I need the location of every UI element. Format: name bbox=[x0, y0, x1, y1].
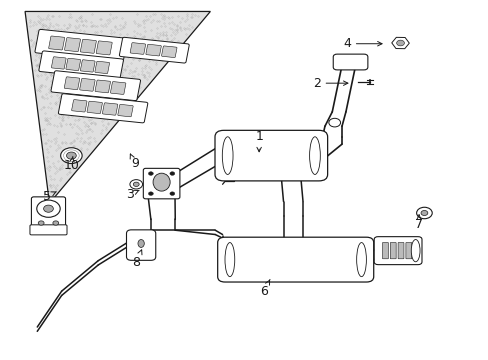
FancyBboxPatch shape bbox=[71, 100, 87, 112]
Text: 10: 10 bbox=[63, 156, 79, 172]
FancyBboxPatch shape bbox=[39, 51, 123, 80]
FancyBboxPatch shape bbox=[30, 225, 67, 235]
FancyBboxPatch shape bbox=[80, 39, 96, 53]
Circle shape bbox=[420, 211, 427, 216]
FancyBboxPatch shape bbox=[382, 243, 387, 259]
FancyBboxPatch shape bbox=[130, 43, 145, 54]
FancyBboxPatch shape bbox=[58, 94, 147, 123]
FancyBboxPatch shape bbox=[143, 168, 180, 199]
Ellipse shape bbox=[224, 243, 234, 276]
FancyBboxPatch shape bbox=[102, 103, 118, 115]
FancyBboxPatch shape bbox=[145, 44, 161, 56]
Circle shape bbox=[169, 192, 174, 195]
FancyBboxPatch shape bbox=[64, 77, 80, 90]
Circle shape bbox=[53, 221, 59, 225]
Circle shape bbox=[66, 152, 76, 159]
FancyBboxPatch shape bbox=[80, 78, 95, 91]
Polygon shape bbox=[25, 12, 210, 203]
Circle shape bbox=[43, 205, 53, 212]
Ellipse shape bbox=[309, 137, 320, 175]
FancyBboxPatch shape bbox=[95, 80, 110, 93]
FancyBboxPatch shape bbox=[332, 54, 367, 70]
Circle shape bbox=[416, 207, 431, 219]
Circle shape bbox=[169, 172, 174, 175]
Ellipse shape bbox=[356, 243, 366, 276]
FancyBboxPatch shape bbox=[389, 243, 395, 259]
FancyBboxPatch shape bbox=[161, 46, 177, 58]
FancyBboxPatch shape bbox=[217, 237, 373, 282]
Text: 3: 3 bbox=[126, 188, 139, 201]
FancyBboxPatch shape bbox=[66, 58, 81, 71]
Ellipse shape bbox=[410, 239, 419, 262]
FancyBboxPatch shape bbox=[215, 130, 327, 181]
Text: 1: 1 bbox=[255, 130, 263, 152]
FancyBboxPatch shape bbox=[35, 30, 127, 62]
Text: 6: 6 bbox=[260, 279, 269, 298]
FancyBboxPatch shape bbox=[51, 57, 66, 69]
FancyBboxPatch shape bbox=[397, 243, 403, 259]
FancyBboxPatch shape bbox=[96, 41, 112, 55]
Ellipse shape bbox=[138, 239, 144, 247]
Text: 9: 9 bbox=[130, 154, 139, 170]
Circle shape bbox=[396, 40, 404, 46]
Circle shape bbox=[148, 192, 153, 195]
Text: 4: 4 bbox=[342, 37, 381, 50]
Ellipse shape bbox=[222, 137, 233, 175]
FancyBboxPatch shape bbox=[110, 82, 125, 94]
Circle shape bbox=[130, 180, 142, 189]
FancyBboxPatch shape bbox=[118, 104, 133, 117]
FancyBboxPatch shape bbox=[49, 36, 64, 50]
FancyBboxPatch shape bbox=[51, 71, 140, 100]
FancyBboxPatch shape bbox=[80, 60, 95, 72]
FancyBboxPatch shape bbox=[64, 38, 81, 51]
FancyBboxPatch shape bbox=[405, 243, 411, 259]
Circle shape bbox=[37, 200, 60, 217]
FancyBboxPatch shape bbox=[95, 61, 109, 73]
Circle shape bbox=[61, 148, 82, 163]
Circle shape bbox=[38, 221, 44, 225]
FancyBboxPatch shape bbox=[87, 101, 102, 114]
FancyBboxPatch shape bbox=[373, 237, 421, 265]
FancyBboxPatch shape bbox=[31, 197, 65, 229]
Circle shape bbox=[328, 118, 340, 127]
Text: 5: 5 bbox=[43, 190, 56, 203]
Text: 2: 2 bbox=[312, 77, 347, 90]
Text: 8: 8 bbox=[132, 250, 142, 269]
FancyBboxPatch shape bbox=[119, 37, 189, 63]
Circle shape bbox=[133, 182, 139, 186]
FancyBboxPatch shape bbox=[126, 230, 156, 260]
Text: 7: 7 bbox=[414, 215, 422, 231]
Circle shape bbox=[148, 172, 153, 175]
Ellipse shape bbox=[153, 173, 170, 191]
